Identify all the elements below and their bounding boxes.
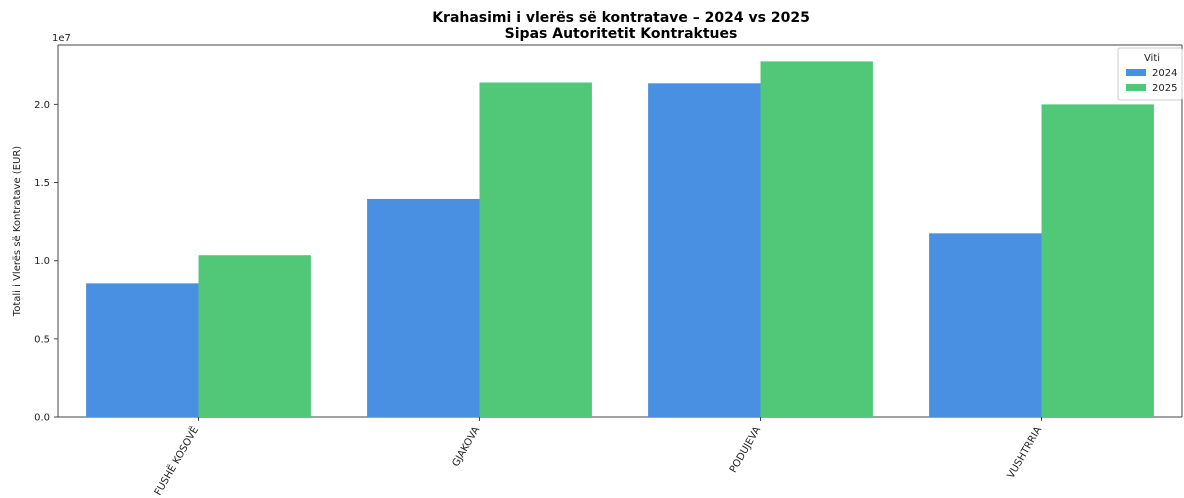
legend-swatch-2025 bbox=[1126, 84, 1146, 91]
x-tick-label: GJAKOVA bbox=[451, 425, 483, 469]
y-axis-label: Totali i Vlerës së Kontratave (EUR) bbox=[12, 146, 23, 317]
bar-2025 bbox=[198, 255, 311, 417]
y-tick-label: 0.5 bbox=[34, 334, 50, 345]
legend-label-2025: 2025 bbox=[1152, 83, 1177, 94]
bar-2024 bbox=[367, 198, 480, 417]
y-tick-label: 0.0 bbox=[34, 413, 50, 424]
x-tick-label: FUSHË KOSOVË bbox=[151, 424, 201, 498]
bar-2025 bbox=[479, 82, 592, 417]
bar-2024 bbox=[86, 283, 199, 417]
chart-title: Krahasimi i vlerës së kontratave – 2024 … bbox=[432, 10, 810, 26]
legend-label-2024: 2024 bbox=[1152, 68, 1177, 79]
bar-2025 bbox=[760, 61, 873, 417]
y-tick-label: 2.0 bbox=[34, 100, 50, 111]
y-tick-label: 1.5 bbox=[34, 178, 50, 189]
bar-2025 bbox=[1041, 104, 1154, 417]
legend-swatch-2024 bbox=[1126, 69, 1146, 76]
legend-title: Viti bbox=[1144, 53, 1160, 64]
bar-2024 bbox=[648, 83, 761, 417]
bar-2024 bbox=[929, 233, 1042, 417]
x-tick-label: VUSHTRRIA bbox=[1006, 425, 1045, 481]
y-tick-label: 1.0 bbox=[34, 256, 50, 267]
plot-area: 0.0 0.5 1.0 1.5 2.0 FUSHË KOSOVË GJAKOVA PODUJE… bbox=[34, 44, 1183, 498]
x-tick-label: PODUJEVA bbox=[728, 425, 763, 475]
y-offset-label: 1e7 bbox=[52, 33, 71, 44]
chart-subtitle: Sipas Autoritetit Kontraktues bbox=[505, 26, 738, 42]
